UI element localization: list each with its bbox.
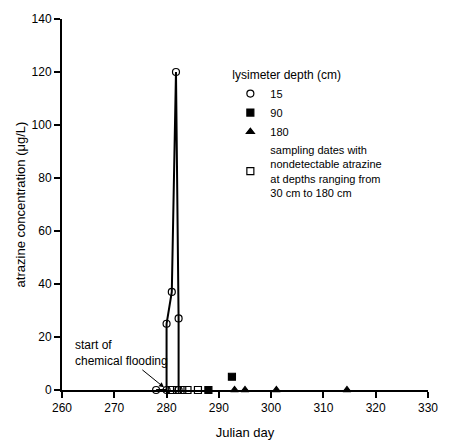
svg-text:180: 180	[270, 126, 288, 138]
svg-text:lysimeter depth (cm): lysimeter depth (cm)	[232, 68, 341, 82]
svg-text:90: 90	[270, 107, 282, 119]
svg-text:100: 100	[32, 118, 52, 132]
svg-text:Julian day: Julian day	[216, 425, 275, 440]
svg-text:0: 0	[45, 383, 52, 397]
svg-text:320: 320	[366, 401, 386, 415]
svg-text:sampling dates withnondetectab: sampling dates withnondetectable atrazin…	[270, 144, 381, 199]
svg-text:start ofchemical flooding: start ofchemical flooding	[75, 338, 168, 368]
svg-text:20: 20	[38, 330, 52, 344]
svg-text:260: 260	[52, 401, 72, 415]
svg-text:40: 40	[38, 277, 52, 291]
svg-text:15: 15	[270, 88, 282, 100]
svg-text:310: 310	[313, 401, 333, 415]
svg-text:80: 80	[38, 171, 52, 185]
svg-text:60: 60	[38, 224, 52, 238]
svg-text:290: 290	[209, 401, 229, 415]
svg-text:300: 300	[261, 401, 281, 415]
svg-text:330: 330	[418, 401, 438, 415]
svg-text:120: 120	[32, 65, 52, 79]
svg-text:270: 270	[104, 401, 124, 415]
svg-text:280: 280	[157, 401, 177, 415]
svg-text:atrazine concentration (μg/L): atrazine concentration (μg/L)	[13, 122, 28, 288]
svg-text:140: 140	[32, 12, 52, 26]
